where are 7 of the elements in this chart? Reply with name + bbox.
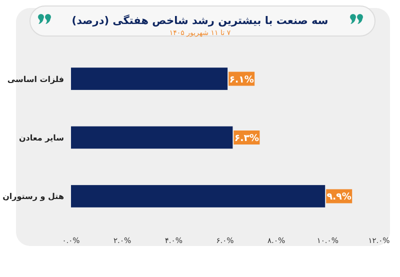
y-tick-label: هتل و رستوران xyxy=(2,192,64,202)
y-tick-label: فلزات اساسی xyxy=(7,74,64,84)
chart-title: سه صنعت با بیشترین رشد شاخص هفتگی (درصد) xyxy=(72,14,328,27)
data-label: ۶.۳% xyxy=(234,133,260,144)
y-tick-label: سایر معادن xyxy=(18,134,64,142)
data-label: ۹.۹% xyxy=(326,192,352,203)
data-label: ۶.۱% xyxy=(229,74,254,86)
